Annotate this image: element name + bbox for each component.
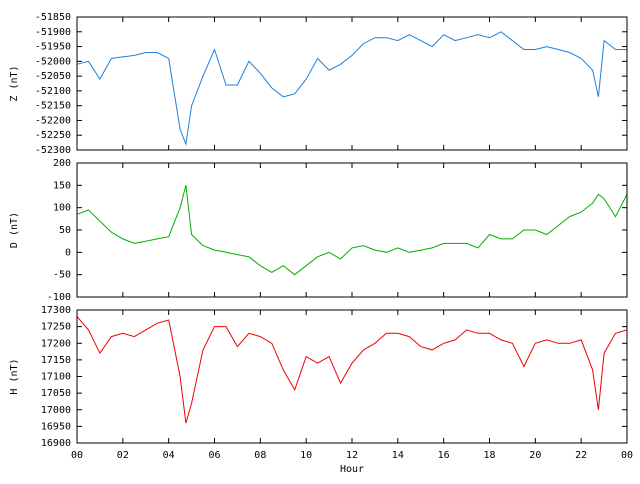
x-tick-label: 00 <box>621 450 633 461</box>
y-tick-label: 200 <box>53 158 71 169</box>
x-tick-label: 04 <box>163 450 175 461</box>
y-tick-label: 100 <box>53 203 71 214</box>
x-tick-label: 20 <box>529 450 541 461</box>
y-axis-label: D (nT) <box>9 212 20 248</box>
y-tick-label: -52100 <box>35 86 71 97</box>
x-tick-label: 12 <box>346 450 358 461</box>
x-tick-label: 18 <box>483 450 495 461</box>
y-axis-label: H (nT) <box>9 358 20 394</box>
y-tick-label: 17050 <box>41 388 71 399</box>
x-tick-label: 02 <box>117 450 129 461</box>
panel-frame <box>76 309 628 444</box>
y-tick-label: -52000 <box>35 56 71 67</box>
x-tick-label: 10 <box>300 450 312 461</box>
x-tick-label: 08 <box>254 450 266 461</box>
y-tick-label: 17300 <box>41 305 71 316</box>
x-tick-label: 22 <box>575 450 587 461</box>
y-tick-label: -52050 <box>35 71 71 82</box>
x-axis-label: Hour <box>340 464 364 475</box>
data-line <box>76 185 628 276</box>
y-tick-label: -51850 <box>35 12 71 23</box>
y-tick-label: -51900 <box>35 27 71 38</box>
y-tick-label: -50 <box>53 270 71 281</box>
x-tick-label: 16 <box>438 450 450 461</box>
y-tick-label: 17250 <box>41 322 71 333</box>
y-tick-label: 17150 <box>41 355 71 366</box>
data-line <box>76 31 627 147</box>
y-tick-label: -51950 <box>35 42 71 53</box>
y-tick-label: -100 <box>47 292 71 303</box>
y-tick-label: -52300 <box>35 145 71 156</box>
y-tick-label: 150 <box>53 180 71 191</box>
y-axis-label: Z (nT) <box>9 65 20 101</box>
panel-frame <box>76 16 628 151</box>
panel-frame <box>76 162 628 298</box>
y-tick-label: 16950 <box>41 421 71 432</box>
x-tick-label: 06 <box>208 450 220 461</box>
y-tick-label: 50 <box>59 225 71 236</box>
y-tick-label: -52200 <box>35 115 71 126</box>
y-tick-label: 17100 <box>41 372 71 383</box>
data-line <box>76 316 628 424</box>
y-tick-label: 0 <box>65 247 71 258</box>
y-tick-label: 17000 <box>41 405 71 416</box>
x-tick-label: 14 <box>392 450 404 461</box>
y-tick-label: -52250 <box>35 130 71 141</box>
y-tick-label: 17200 <box>41 338 71 349</box>
y-tick-label: -52150 <box>35 101 71 112</box>
y-tick-label: 16900 <box>41 438 71 449</box>
x-tick-label: 00 <box>71 450 83 461</box>
